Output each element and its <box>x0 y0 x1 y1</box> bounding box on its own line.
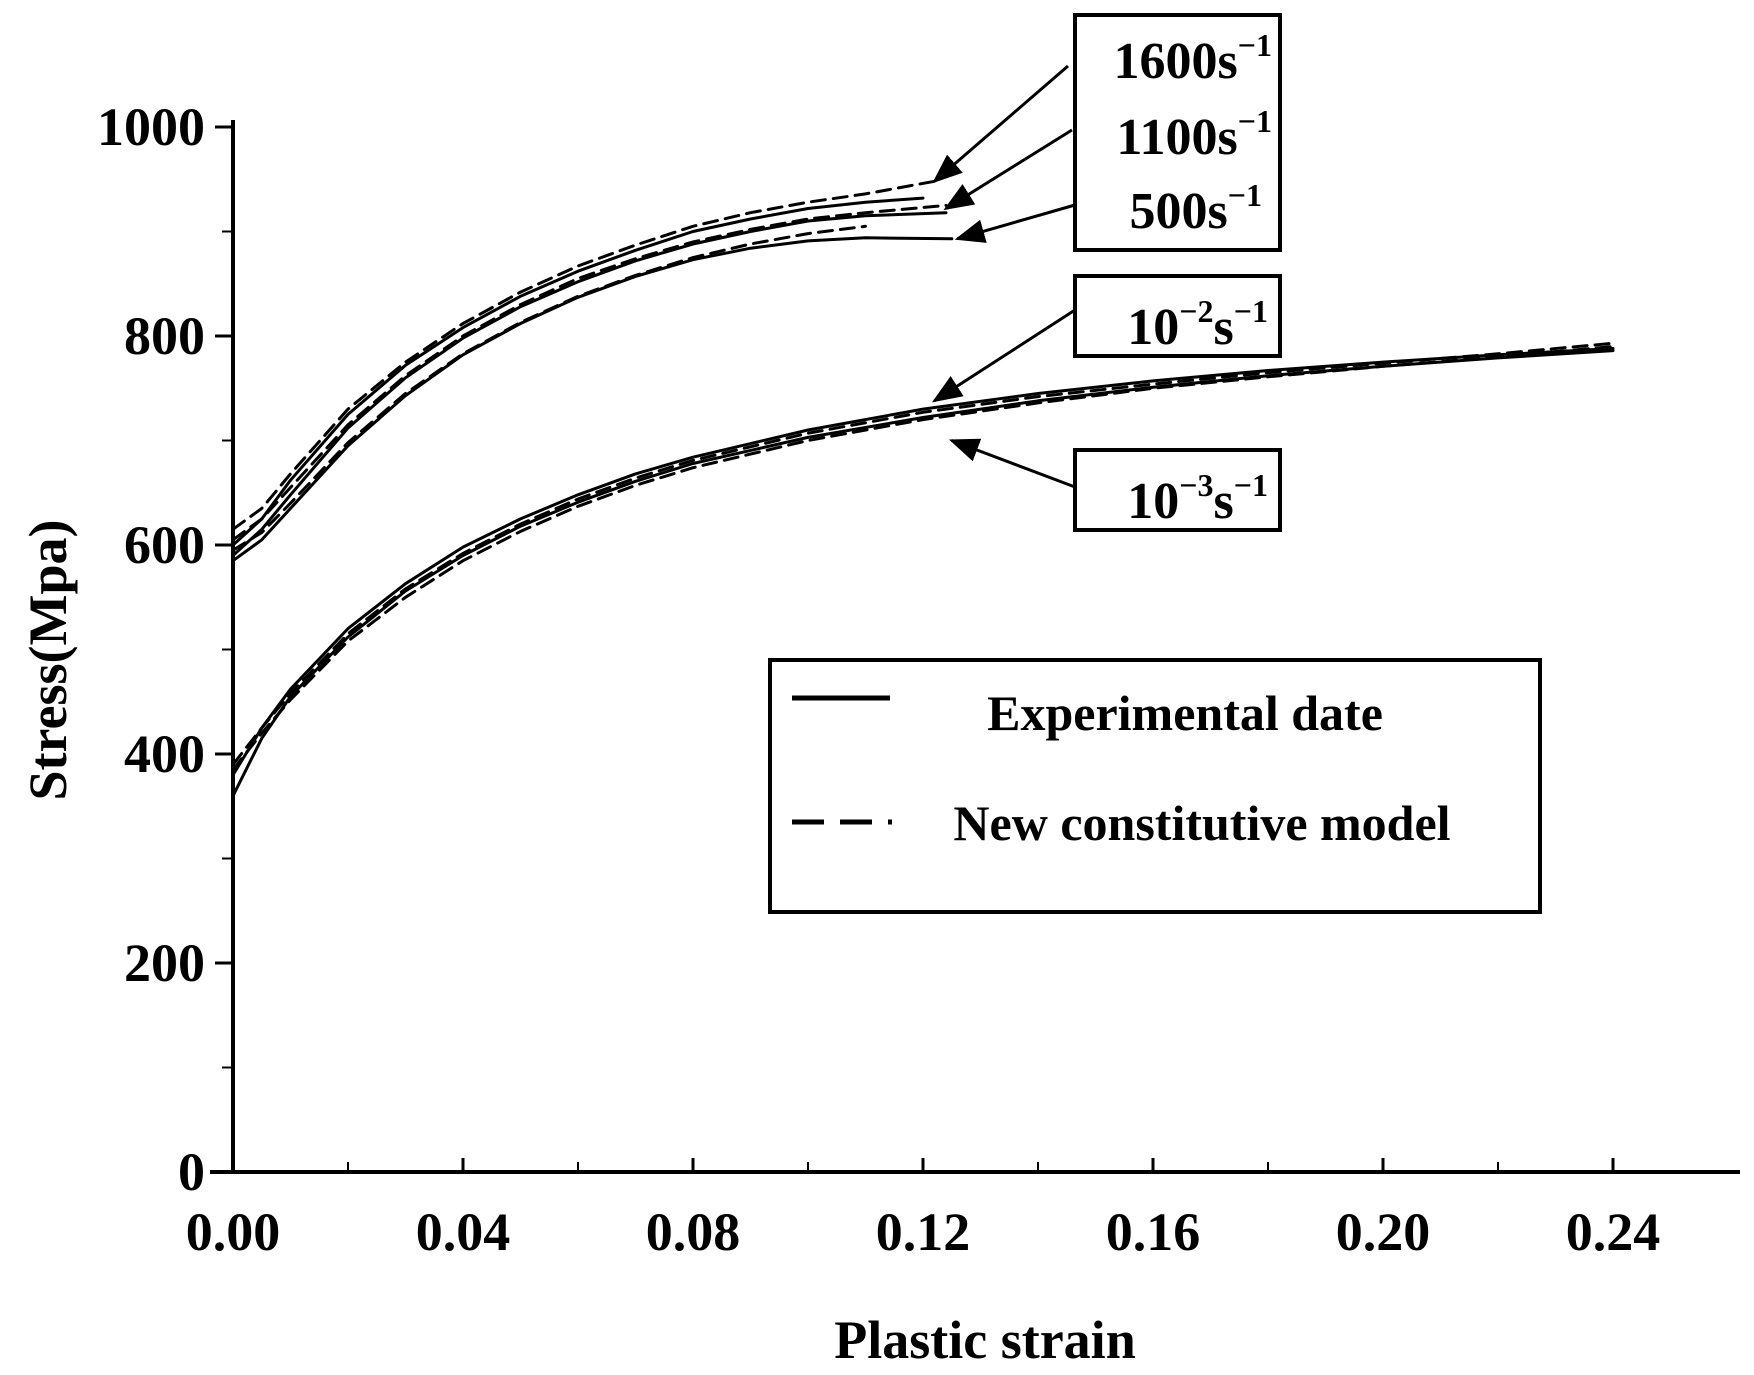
x-tick-label: 0.00 <box>186 1202 281 1262</box>
series-line-experimental-8 <box>231 349 1615 798</box>
series-line-model-9 <box>231 345 1615 772</box>
x-tick-label: 0.08 <box>646 1202 741 1262</box>
legend-label-experimental: Experimental date <box>987 685 1383 741</box>
x-axis-title: Plastic strain <box>834 1310 1135 1370</box>
rate-annotations: 1600s−1 1100s−1 500s−1 10−2s−1 10−3s−1 <box>931 13 1282 532</box>
x-tick-label: 0.20 <box>1336 1202 1431 1262</box>
legend: Experimental date New constitutive model <box>768 658 1542 914</box>
annotation-box <box>1073 13 1282 252</box>
x-axis-ticks: 0.00 0.04 0.08 0.12 0.16 0.20 0.24 <box>186 1158 1661 1262</box>
annotation-arrow <box>954 203 1076 243</box>
rate-label: 1600s−1 <box>1114 27 1272 90</box>
x-tick-label: 0.24 <box>1566 1202 1661 1262</box>
annotation-box <box>1073 274 1282 358</box>
x-tick-label: 0.16 <box>1106 1202 1201 1262</box>
series-line-model-5 <box>231 224 867 552</box>
rate-label: 500s−1 <box>1130 177 1262 240</box>
rate-label: 10−3s−1 <box>1127 467 1268 530</box>
y-tick-label: 800 <box>124 306 205 366</box>
series-line-model-7 <box>231 341 1615 766</box>
series-line-experimental-6 <box>231 347 1615 777</box>
y-axis-ticks: 0 200 400 600 800 1000 <box>97 97 233 1202</box>
annotation-arrow <box>932 64 1069 184</box>
annotation-box <box>1073 448 1282 532</box>
series-line-model-3 <box>231 203 948 542</box>
series-line-experimental-2 <box>231 211 948 557</box>
rate-label: 10−2s−1 <box>1127 293 1268 356</box>
series-line-model-1 <box>231 179 936 531</box>
series-line-experimental-0 <box>231 196 925 547</box>
rate-label: 1100s−1 <box>1116 103 1272 166</box>
y-tick-label: 600 <box>124 515 205 575</box>
y-tick-label: 400 <box>124 724 205 784</box>
x-tick-label: 0.12 <box>876 1202 971 1262</box>
legend-label-model: New constitutive model <box>953 795 1450 851</box>
annotation-arrow <box>948 438 1076 489</box>
x-tick-label: 0.04 <box>416 1202 511 1262</box>
series-layer <box>231 179 1615 798</box>
y-axis-title: Stress(Mpa) <box>18 520 78 801</box>
y-tick-label: 0 <box>178 1142 205 1202</box>
annotation-arrow <box>931 308 1076 403</box>
annotation-arrow <box>943 128 1073 211</box>
series-line-experimental-4 <box>231 236 954 563</box>
y-tick-label: 1000 <box>97 97 205 157</box>
y-tick-label: 200 <box>124 933 205 993</box>
plot-area: 0.00 0.04 0.08 0.12 0.16 0.20 0.24 0 200 400 600 8… <box>97 97 1740 1262</box>
legend-box <box>768 658 1542 914</box>
